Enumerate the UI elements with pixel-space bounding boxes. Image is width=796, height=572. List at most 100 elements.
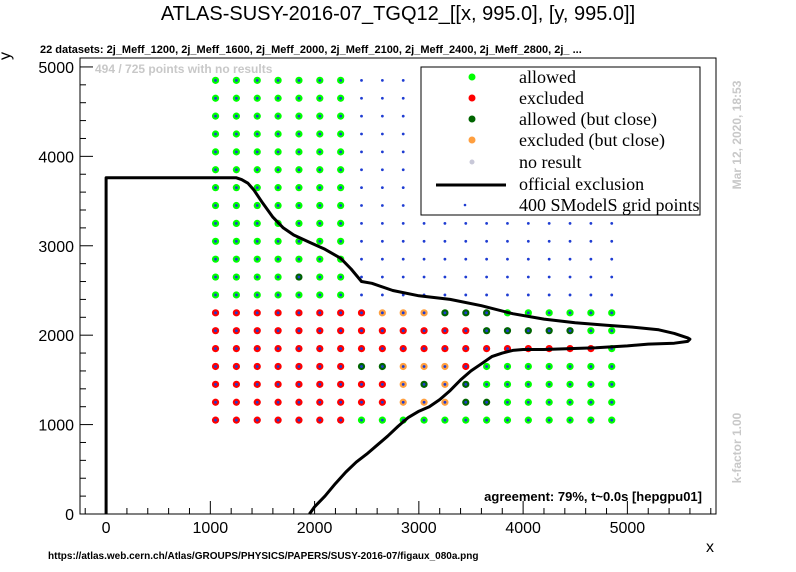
grid-point [276,96,280,100]
grid-point [610,293,614,297]
grid-point [506,418,509,422]
grid-point [234,132,238,136]
grid-point [234,275,238,279]
no-results-note: 494 / 725 points with no results [95,62,273,76]
grid-point [526,222,530,225]
grid-point [485,418,489,422]
grid-point [422,275,426,279]
legend-item-allowed: allowed [468,67,576,87]
grid-point [464,400,468,404]
grid-point [318,382,322,386]
grid-point [318,311,322,315]
grid-point [297,132,301,136]
grid-point [360,365,363,368]
grid-point [401,382,405,386]
grid-point [526,239,530,243]
grid-point [276,168,280,172]
legend-label-official: official exclusion [519,174,644,194]
grid-point [297,275,301,279]
grid-point [214,96,217,100]
legend-marker-no-result [469,159,475,165]
grid-point [297,347,301,350]
grid-point [297,150,301,154]
legend-marker-grid [463,203,467,207]
x-tick-label: 5000 [610,520,646,537]
grid-point [547,400,551,404]
x-tick-label: 3000 [401,520,437,537]
grid-point [422,222,426,225]
grid-point [547,329,551,333]
grid-point [297,239,301,243]
grid-point [547,222,551,225]
agreement-note: agreement: 79%, t~0.0s [hepgpu01] [484,489,702,504]
grid-point [526,418,530,422]
grid-point [214,239,217,243]
grid-point [255,257,259,261]
grid-point [589,329,593,333]
grid-point [360,311,363,315]
grid-point [255,222,259,225]
grid-point [464,382,468,386]
grid-point [422,365,426,368]
grid-point [276,204,280,207]
grid-point [214,222,217,225]
grid-point [255,329,259,333]
grid-point [401,257,405,261]
grid-point [318,418,322,422]
x-tick-label: 2000 [297,520,333,537]
grid-point [589,293,593,297]
grid-point [339,365,343,368]
grid-point [255,114,259,118]
grid-point [318,275,322,279]
grid-point [380,96,384,100]
y-tick-label: 2000 [38,328,74,345]
grid-point [443,329,447,333]
grid-point [547,239,551,243]
grid-point [568,400,572,404]
grid-point [214,168,217,172]
grid-point [339,78,343,82]
grid-point [380,275,384,279]
grid-point [255,382,259,386]
legend-item-official: official exclusion [436,174,644,194]
grid-point [485,239,489,243]
grid-point [506,382,509,386]
grid-point [547,365,551,368]
grid-point [255,168,259,172]
grid-point [464,222,468,225]
grid-point [318,257,322,261]
grid-point [422,400,426,404]
grid-point [610,311,614,315]
official-exclusion-layer [104,176,692,515]
grid-point [464,293,468,297]
grid-point [401,275,405,279]
grid-point [276,239,280,243]
grid-point [443,239,447,243]
grid-point [422,382,426,386]
grid-point [380,400,384,404]
grid-point [297,96,301,100]
grid-point [360,418,363,422]
grid-point [276,257,280,261]
grid-point [506,275,509,279]
grid-point [339,132,343,136]
grid-point [401,329,405,333]
grid-point [276,365,280,368]
grid-point [297,329,301,333]
grid-point [380,222,384,225]
y-tick-label: 5000 [38,60,74,77]
grid-point [276,78,280,82]
grid-point [297,418,301,422]
grid-point [547,275,551,279]
grid-point [360,382,363,386]
grid-point [589,222,593,225]
grid-point [526,257,530,261]
grid-point [526,365,530,368]
legend-item-grid: 400 SModelS grid points [463,195,700,215]
source-url: https://atlas.web.cern.ch/Atlas/GROUPS/P… [48,551,479,562]
grid-point [214,293,217,297]
grid-point [506,257,509,261]
y-tick-label: 1000 [38,418,74,435]
grid-point [318,186,322,190]
grid-point [234,293,238,297]
